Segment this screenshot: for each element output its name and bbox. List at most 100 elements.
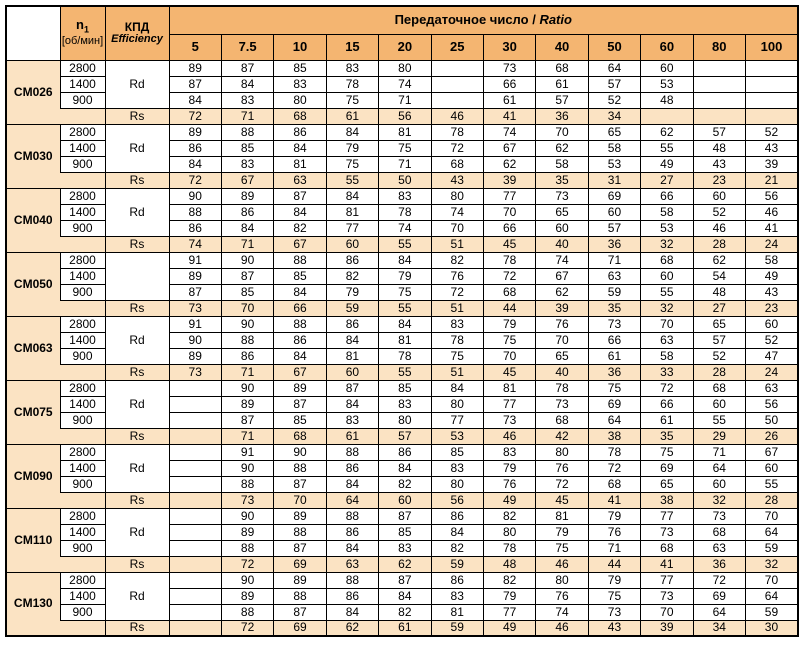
efficiency-value-cell: 51 xyxy=(430,235,484,253)
efficiency-value-cell: 45 xyxy=(482,235,537,253)
speed-cell: 1400 xyxy=(59,75,106,93)
rs-filler-cell xyxy=(60,555,106,573)
efficiency-value-cell: 55 xyxy=(378,363,432,381)
efficiency-value-cell: 71 xyxy=(587,539,642,557)
efficiency-value-cell: 60 xyxy=(378,491,432,509)
efficiency-value-cell: 87 xyxy=(378,507,432,525)
corner-cell xyxy=(5,5,61,61)
efficiency-label-en: Efficiency xyxy=(111,33,163,46)
speed-cell: 1400 xyxy=(59,523,106,541)
ratio-column-5: 5 xyxy=(168,33,222,61)
efficiency-value-cell: 76 xyxy=(535,315,589,333)
efficiency-value-cell: 60 xyxy=(325,363,380,381)
efficiency-value-cell: 70 xyxy=(220,299,275,317)
efficiency-value-cell xyxy=(168,523,222,541)
efficiency-value-cell: 89 xyxy=(168,123,222,141)
efficiency-value-cell: 72 xyxy=(640,379,694,397)
efficiency-value-cell: 80 xyxy=(378,59,432,77)
efficiency-value-cell: 84 xyxy=(168,155,222,173)
efficiency-value-cell: 86 xyxy=(378,443,432,461)
efficiency-value-cell xyxy=(430,59,484,77)
rs-row-CM050: Rs 73 70 66 59 55 51 44 39 35 32 27 23 xyxy=(6,299,799,317)
efficiency-value-cell: 55 xyxy=(640,283,694,301)
efficiency-value-cell: 84 xyxy=(378,459,432,477)
efficiency-value-cell xyxy=(168,459,222,477)
efficiency-value-cell: 90 xyxy=(220,571,275,589)
ratio-column-25: 25 xyxy=(430,33,484,61)
efficiency-value-cell: 79 xyxy=(587,507,642,525)
efficiency-value-cell: 62 xyxy=(535,283,589,301)
efficiency-value-cell: 88 xyxy=(220,331,275,349)
efficiency-value-cell: 70 xyxy=(640,315,694,333)
efficiency-value-cell: 71 xyxy=(220,427,275,445)
ratio-column-40: 40 xyxy=(535,33,589,61)
efficiency-value-cell: 90 xyxy=(220,315,275,333)
efficiency-value-cell: 41 xyxy=(482,107,537,125)
efficiency-value-cell: 53 xyxy=(640,75,694,93)
efficiency-value-cell: 74 xyxy=(482,123,537,141)
efficiency-value-cell: 75 xyxy=(482,331,537,349)
efficiency-value-cell: 81 xyxy=(535,507,589,525)
efficiency-value-cell xyxy=(744,107,799,125)
efficiency-value-cell: 81 xyxy=(273,155,327,173)
speed-cell: 1400 xyxy=(59,459,106,477)
efficiency-value-cell: 64 xyxy=(587,411,642,429)
efficiency-value-cell: 55 xyxy=(692,411,746,429)
efficiency-value-cell: 48 xyxy=(692,139,746,157)
efficiency-value-cell: 66 xyxy=(640,395,694,413)
efficiency-value-cell: 52 xyxy=(587,91,642,109)
efficiency-value-cell: 74 xyxy=(378,219,432,237)
efficiency-value-cell: 89 xyxy=(168,59,222,77)
efficiency-value-cell xyxy=(168,507,222,525)
efficiency-value-cell: 60 xyxy=(692,475,746,493)
efficiency-value-cell: 80 xyxy=(535,571,589,589)
efficiency-value-cell: 48 xyxy=(692,283,746,301)
efficiency-value-cell xyxy=(168,395,222,413)
efficiency-value-cell: 57 xyxy=(587,75,642,93)
efficiency-value-cell: 66 xyxy=(482,219,537,237)
efficiency-value-cell: 46 xyxy=(535,555,589,573)
efficiency-value-cell: 88 xyxy=(220,603,275,621)
efficiency-value-cell: 86 xyxy=(168,139,222,157)
speed-cell: 900 xyxy=(59,411,106,429)
efficiency-value-cell: 87 xyxy=(220,59,275,77)
model-cell-CM063: CM063 xyxy=(5,315,60,381)
efficiency-value-cell: 84 xyxy=(378,251,432,269)
efficiency-value-cell: 89 xyxy=(220,395,275,413)
efficiency-value-cell: 88 xyxy=(168,203,222,221)
n1-unit-label: [об/мин] xyxy=(61,35,104,48)
efficiency-value-cell: 89 xyxy=(168,347,222,365)
efficiency-value-cell: 88 xyxy=(220,123,275,141)
efficiency-value-cell: 86 xyxy=(168,219,222,237)
efficiency-value-cell: 85 xyxy=(430,443,484,461)
efficiency-value-cell: 60 xyxy=(587,203,642,221)
efficiency-value-cell: 88 xyxy=(273,251,327,269)
efficiency-value-cell: 83 xyxy=(430,315,484,333)
efficiency-value-cell: 86 xyxy=(325,459,380,477)
efficiency-value-cell: 59 xyxy=(430,619,484,637)
efficiency-value-cell: 80 xyxy=(273,91,327,109)
efficiency-value-cell: 36 xyxy=(535,107,589,125)
efficiency-value-cell: 82 xyxy=(482,571,537,589)
efficiency-value-cell: 55 xyxy=(640,139,694,157)
efficiency-value-cell: 39 xyxy=(744,155,799,173)
efficiency-value-cell: 34 xyxy=(587,107,642,125)
efficiency-value-cell: 70 xyxy=(482,347,537,365)
efficiency-value-cell: 41 xyxy=(744,219,799,237)
efficiency-value-cell: 59 xyxy=(744,603,799,621)
efficiency-value-cell: 32 xyxy=(692,491,746,509)
rd-row-CM090-1400: 1400 90 88 86 84 83 79 76 72 69 64 60 xyxy=(6,459,799,477)
efficiency-value-cell: 86 xyxy=(430,571,484,589)
rd-row-CM090-900: 900 88 87 84 82 80 76 72 68 65 60 55 xyxy=(6,475,799,493)
rs-label-cell: Rs xyxy=(104,107,170,125)
efficiency-value-cell: 24 xyxy=(744,235,799,253)
efficiency-value-cell: 80 xyxy=(378,411,432,429)
efficiency-value-cell: 84 xyxy=(168,91,222,109)
ratio-column-60: 60 xyxy=(640,33,694,61)
efficiency-value-cell: 52 xyxy=(744,331,799,349)
efficiency-value-cell: 73 xyxy=(168,363,222,381)
efficiency-value-cell: 73 xyxy=(640,587,694,605)
efficiency-value-cell: 79 xyxy=(325,139,380,157)
efficiency-value-cell: 45 xyxy=(482,363,537,381)
efficiency-value-cell: 32 xyxy=(744,555,799,573)
